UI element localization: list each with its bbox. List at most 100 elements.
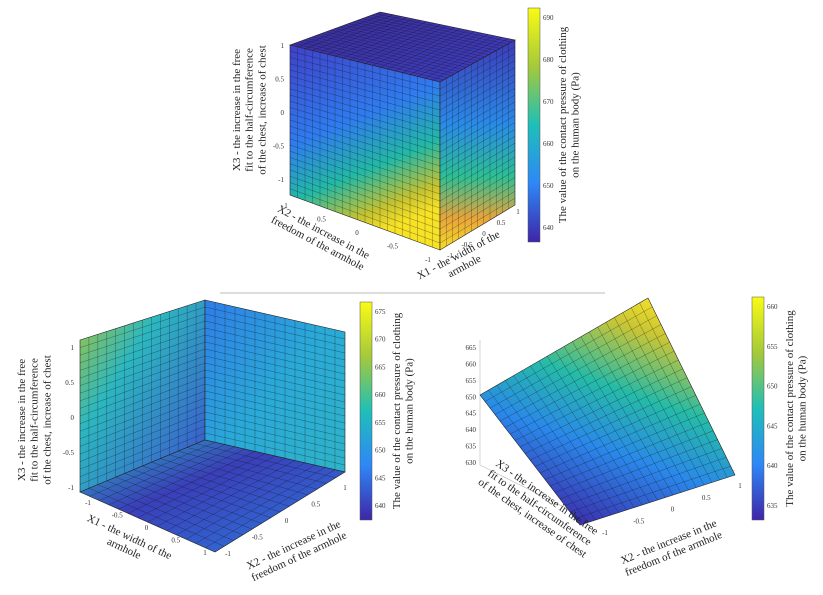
mesh-line — [439, 170, 516, 216]
mesh-line — [289, 88, 441, 132]
y-tick-label: 0 — [285, 517, 289, 525]
mesh-line — [289, 151, 441, 202]
mesh-line — [137, 453, 266, 518]
y-tick-label: 1 — [516, 208, 520, 216]
mesh-line — [289, 163, 441, 216]
mesh-line — [204, 404, 346, 438]
mesh-line — [439, 108, 516, 153]
mesh-line — [319, 17, 408, 53]
mesh-line — [439, 184, 516, 230]
colorbar-tick-label: 690 — [543, 14, 554, 22]
mesh-line — [79, 341, 206, 386]
mesh-line — [147, 455, 276, 523]
mesh-line — [529, 386, 692, 461]
mesh-line — [439, 115, 516, 160]
mesh-line — [544, 412, 705, 480]
z-axis-label-line: of the chest, increase of chest — [41, 355, 53, 485]
mesh-line — [504, 342, 670, 428]
mesh-line — [79, 320, 206, 363]
z-tick-label: 660 — [466, 360, 477, 368]
colorbar-tick-label: 655 — [375, 419, 386, 427]
mesh-line — [79, 418, 206, 470]
z-tick-label: 645 — [466, 410, 477, 418]
mesh-line — [289, 76, 441, 118]
mesh-line — [204, 355, 346, 389]
mesh-line — [289, 169, 441, 223]
y-tick-label: -1 — [225, 550, 231, 558]
mesh-line — [289, 126, 441, 174]
surface-face — [79, 439, 346, 553]
mesh-line — [289, 101, 441, 146]
mesh-line — [108, 446, 236, 506]
mesh-line — [128, 451, 256, 514]
mesh-line — [79, 411, 206, 462]
mesh-line — [289, 157, 441, 209]
mesh-line — [342, 21, 428, 59]
z-axis-label-line: fit to the half-circumference — [244, 48, 256, 172]
mesh-line — [79, 334, 206, 379]
mesh-line — [439, 122, 516, 167]
colorbar-tick-label: 680 — [543, 56, 554, 64]
colorbar-tick-label: 670 — [543, 98, 554, 106]
mesh-line — [79, 425, 206, 477]
colorbar-tick-label: 660 — [375, 391, 386, 399]
colorbar-tick-label: 660 — [767, 303, 778, 311]
mesh-line — [185, 464, 316, 540]
mesh-line — [204, 383, 346, 417]
x-tick-label: 0.5 — [171, 537, 180, 545]
x-tick-label: 1 — [738, 482, 742, 490]
mesh-line — [79, 404, 206, 455]
mesh-line — [157, 458, 286, 527]
mesh-line — [204, 411, 346, 445]
mesh-line — [289, 144, 441, 195]
x-tick-label: 1 — [203, 549, 207, 557]
mesh-line — [379, 28, 462, 68]
mesh-line — [289, 82, 441, 125]
mesh-line — [534, 395, 696, 467]
mesh-line — [79, 313, 206, 356]
mesh-line — [334, 20, 421, 57]
mesh-line — [204, 348, 346, 382]
mesh-line — [79, 306, 206, 348]
mesh-line — [195, 467, 326, 544]
z-axis-label: X3 - the increase in the freefit to the … — [231, 45, 268, 175]
y-tick-label: 0.5 — [497, 219, 506, 227]
colorbar-label-line: on the human body (Pa) — [570, 72, 582, 178]
mesh-line — [204, 334, 346, 368]
mesh-line — [349, 23, 435, 60]
mesh-line — [439, 177, 516, 223]
z-tick-label: 640 — [466, 426, 477, 434]
z-tick-label: -0.5 — [63, 449, 75, 457]
mesh-line — [204, 376, 346, 410]
mesh-line — [176, 462, 306, 536]
mesh-line — [312, 16, 401, 51]
colorbar — [751, 296, 765, 521]
x-tick-label: -0.5 — [387, 243, 399, 251]
mesh-line — [166, 460, 296, 531]
mesh-line — [79, 390, 206, 439]
x-tick-label: 0.5 — [317, 216, 326, 224]
mesh-line — [364, 25, 448, 64]
x-tick-label: 0 — [671, 506, 675, 514]
x-tick-label: -1 — [85, 499, 91, 507]
z-axis-label-line: X3 - the increase in the free — [16, 359, 28, 481]
mesh-line — [494, 324, 662, 415]
mesh-line — [439, 156, 516, 202]
x-axis-label: X2 - the increase in thefreedom of the a… — [619, 517, 724, 579]
z-tick-label: 0.5 — [275, 76, 284, 84]
mesh-line — [439, 74, 516, 118]
mesh-line — [204, 320, 346, 354]
mesh-line — [439, 136, 516, 181]
z-axis-label-line: fit to the half-circumference — [29, 358, 41, 482]
colorbar-tick-label: 645 — [375, 474, 386, 482]
mesh-line — [417, 35, 495, 77]
y-axis-label: X2 - the increase in thefreedom of the a… — [244, 518, 348, 584]
mesh-line — [439, 101, 516, 146]
mesh-line — [204, 418, 346, 452]
mesh-line — [439, 129, 516, 174]
mesh-line — [432, 38, 509, 81]
z-tick-label: 1 — [281, 42, 285, 50]
mesh-line — [289, 51, 441, 90]
y-tick-label: 0.5 — [311, 501, 320, 509]
colorbar-label-line: The value of the contact pressure of clo… — [784, 310, 796, 507]
